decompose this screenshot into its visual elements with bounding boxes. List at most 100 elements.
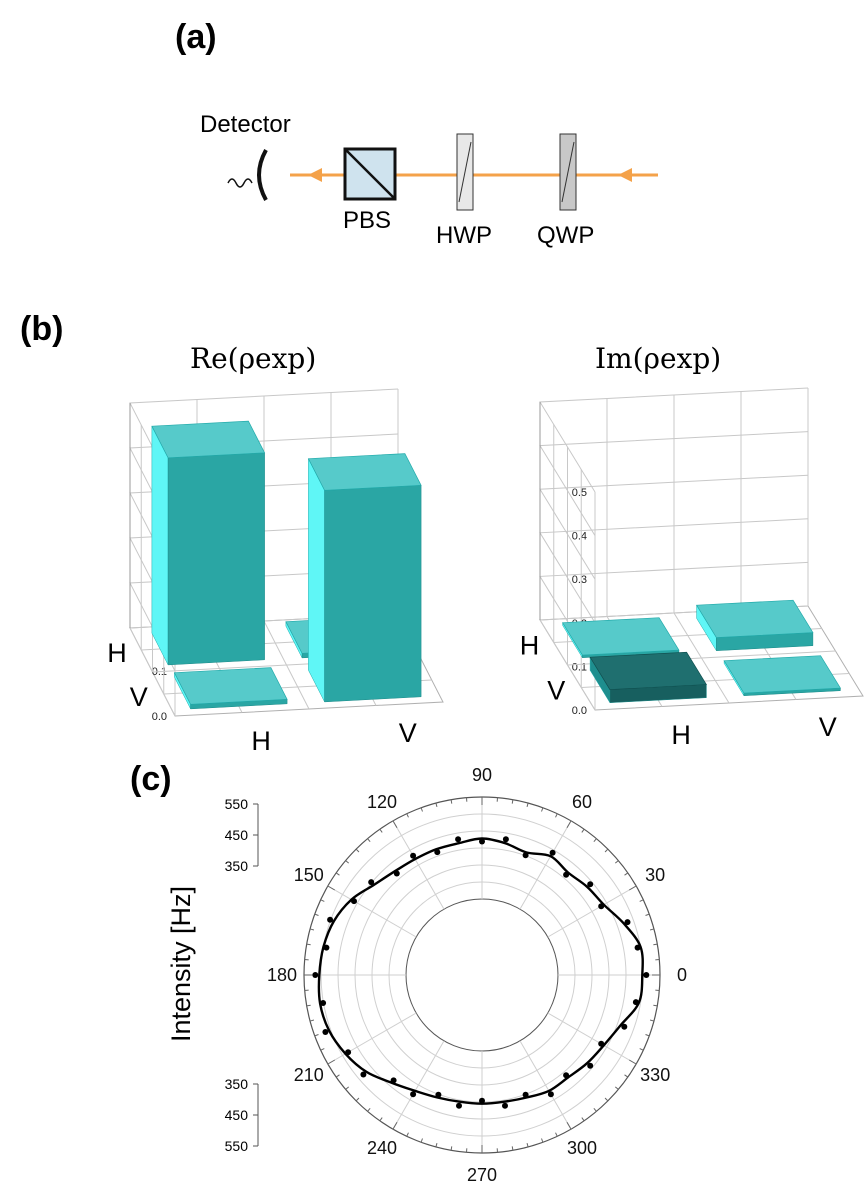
polar-minor-tick (309, 928, 315, 931)
polar-minor-tick (392, 820, 398, 829)
data-point (434, 849, 441, 856)
z-tick-label: 0.0 (572, 705, 587, 717)
radial-lower-tick-label: 550 (225, 1138, 249, 1154)
radial-upper-tick-label: 350 (225, 858, 249, 874)
polar-spoke (547, 885, 637, 938)
detector-signal-icon (227, 178, 253, 188)
polar-minor-tick (511, 1146, 514, 1151)
bar-top (723, 655, 842, 694)
polar-minor-tick (379, 1117, 383, 1122)
polar-minor-tick (653, 1004, 658, 1007)
bar-side (308, 458, 325, 703)
polar-minor-tick (555, 813, 558, 818)
polar-minor-tick (604, 848, 609, 853)
polar-minor-tick (309, 1019, 315, 1022)
polar-minor-tick (639, 1048, 644, 1051)
data-point (312, 972, 319, 978)
polar-minor-tick (649, 1019, 655, 1022)
data-point (563, 1072, 570, 1079)
data-point (456, 1102, 462, 1109)
data-point (563, 871, 570, 878)
polar-minor-tick (614, 860, 619, 864)
hwp-axis (458, 141, 472, 203)
angle-tick-label: 150 (294, 865, 324, 885)
data-point (322, 1029, 329, 1035)
row-label: H (520, 631, 540, 661)
angle-tick-label: 120 (367, 792, 397, 812)
polar-minor-tick (566, 820, 572, 829)
polar-minor-tick (420, 807, 423, 812)
panel-b-label: (b) (20, 310, 63, 348)
data-point (598, 903, 605, 910)
polar-spoke (327, 885, 417, 938)
pbs-diagonal (344, 148, 396, 200)
data-point (410, 852, 417, 859)
re-title: Re(ρexp) (190, 342, 316, 375)
polar-minor-tick (614, 1086, 619, 1090)
polar-minor-tick (645, 1034, 650, 1037)
polar-minor-tick (604, 1097, 609, 1102)
polar-minor-tick (345, 860, 350, 864)
polar-minor-tick (367, 1107, 371, 1112)
polar-minor-tick (649, 928, 655, 931)
beam-arrow-right-icon (618, 168, 632, 182)
col-label: H (671, 720, 691, 750)
angle-tick-label: 30 (645, 865, 665, 885)
z-tick-label: 0.1 (572, 661, 587, 673)
angle-tick-label: 240 (367, 1138, 397, 1158)
panel-c-label: (c) (130, 760, 172, 798)
data-point (643, 972, 650, 978)
detector-icon (257, 149, 268, 201)
data-point (345, 1049, 352, 1056)
z-tick-label: 0.5 (572, 487, 587, 499)
polar-minor-tick (435, 802, 438, 808)
data-point (435, 1091, 442, 1098)
angle-tick-label: 0 (677, 965, 687, 985)
col-label: V (819, 712, 837, 742)
beam-arrow-left-icon (308, 168, 322, 182)
angle-tick-label: 180 (267, 965, 297, 985)
data-point (479, 1097, 485, 1104)
data-point (502, 836, 509, 843)
polar-minor-tick (367, 838, 371, 843)
polar-minor-tick (335, 1074, 340, 1078)
data-point (634, 944, 641, 951)
bar-top (173, 667, 288, 705)
polar-minor-tick (593, 838, 597, 843)
angle-tick-label: 60 (572, 792, 592, 812)
polar-minor-tick (511, 799, 514, 804)
radial-upper-tick-label: 550 (225, 796, 249, 812)
data-point (587, 1062, 594, 1069)
im-title: Im(ρexp) (595, 342, 721, 375)
z-tick-label: 0.3 (572, 574, 587, 586)
polar-minor-tick (624, 1074, 629, 1078)
data-point (360, 1071, 367, 1078)
angle-tick-label: 330 (640, 1065, 670, 1085)
data-point (598, 1040, 605, 1047)
data-point (522, 852, 529, 859)
polar-minor-tick (355, 848, 360, 853)
bar-top (695, 599, 814, 638)
polar-minor-tick (526, 1142, 529, 1148)
polar-minor-tick (306, 943, 311, 946)
polar-minor-tick (624, 872, 629, 876)
polar-minor-tick (335, 872, 340, 876)
polar-spoke (327, 1012, 417, 1065)
polar-minor-tick (541, 1138, 544, 1143)
data-point (624, 919, 631, 926)
data-point (368, 879, 375, 886)
data-point (393, 870, 400, 877)
data-point (549, 849, 556, 856)
polar-minor-tick (345, 1086, 350, 1090)
polar-minor-tick (327, 885, 336, 891)
col-label: V (399, 718, 417, 748)
bar-side (151, 426, 169, 666)
data-point (547, 1091, 554, 1098)
data-point (522, 1091, 529, 1098)
radial-upper-tick-label: 450 (225, 827, 249, 843)
panel-a-label: (a) (175, 18, 217, 56)
polar-minor-tick (435, 1142, 438, 1148)
angle-tick-label: 270 (467, 1165, 497, 1185)
